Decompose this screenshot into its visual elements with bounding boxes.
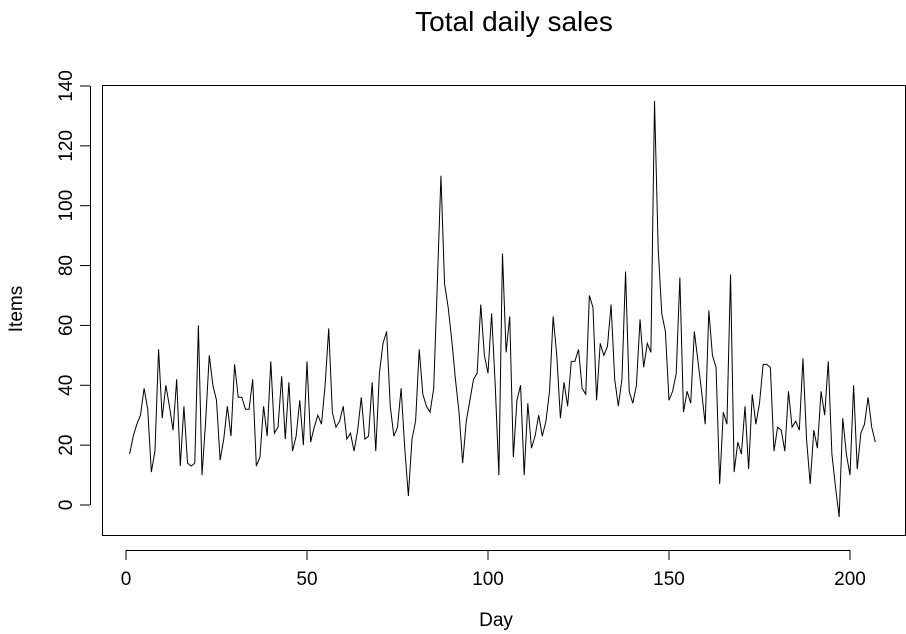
y-tick-label: 40	[56, 375, 77, 396]
y-tick-label: 100	[56, 190, 77, 222]
y-tick-label: 80	[56, 255, 77, 276]
y-tick-label: 60	[56, 315, 77, 336]
plot-area	[102, 85, 906, 536]
x-tick-label: 150	[653, 569, 685, 590]
plot-frame	[102, 85, 906, 536]
y-tick-label: 20	[56, 435, 77, 456]
series-group	[129, 100, 876, 518]
y-tick-label: 140	[56, 70, 77, 102]
x-tick-label: 50	[296, 569, 317, 590]
y-axis-label: Items	[6, 286, 27, 332]
x-axis: 0 50 100 150 200	[121, 550, 866, 590]
x-tick-label: 200	[834, 569, 866, 590]
x-axis-label: Day	[479, 610, 513, 631]
x-tick-label: 0	[121, 569, 132, 590]
y-tick-label: 0	[56, 500, 77, 511]
y-tick-label: 120	[56, 130, 77, 162]
chart-title: Total daily sales	[415, 6, 613, 37]
y-axis: 0 20 40 60 80 100 120 140	[56, 70, 91, 510]
x-tick-label: 100	[472, 569, 504, 590]
series-line	[129, 100, 876, 518]
